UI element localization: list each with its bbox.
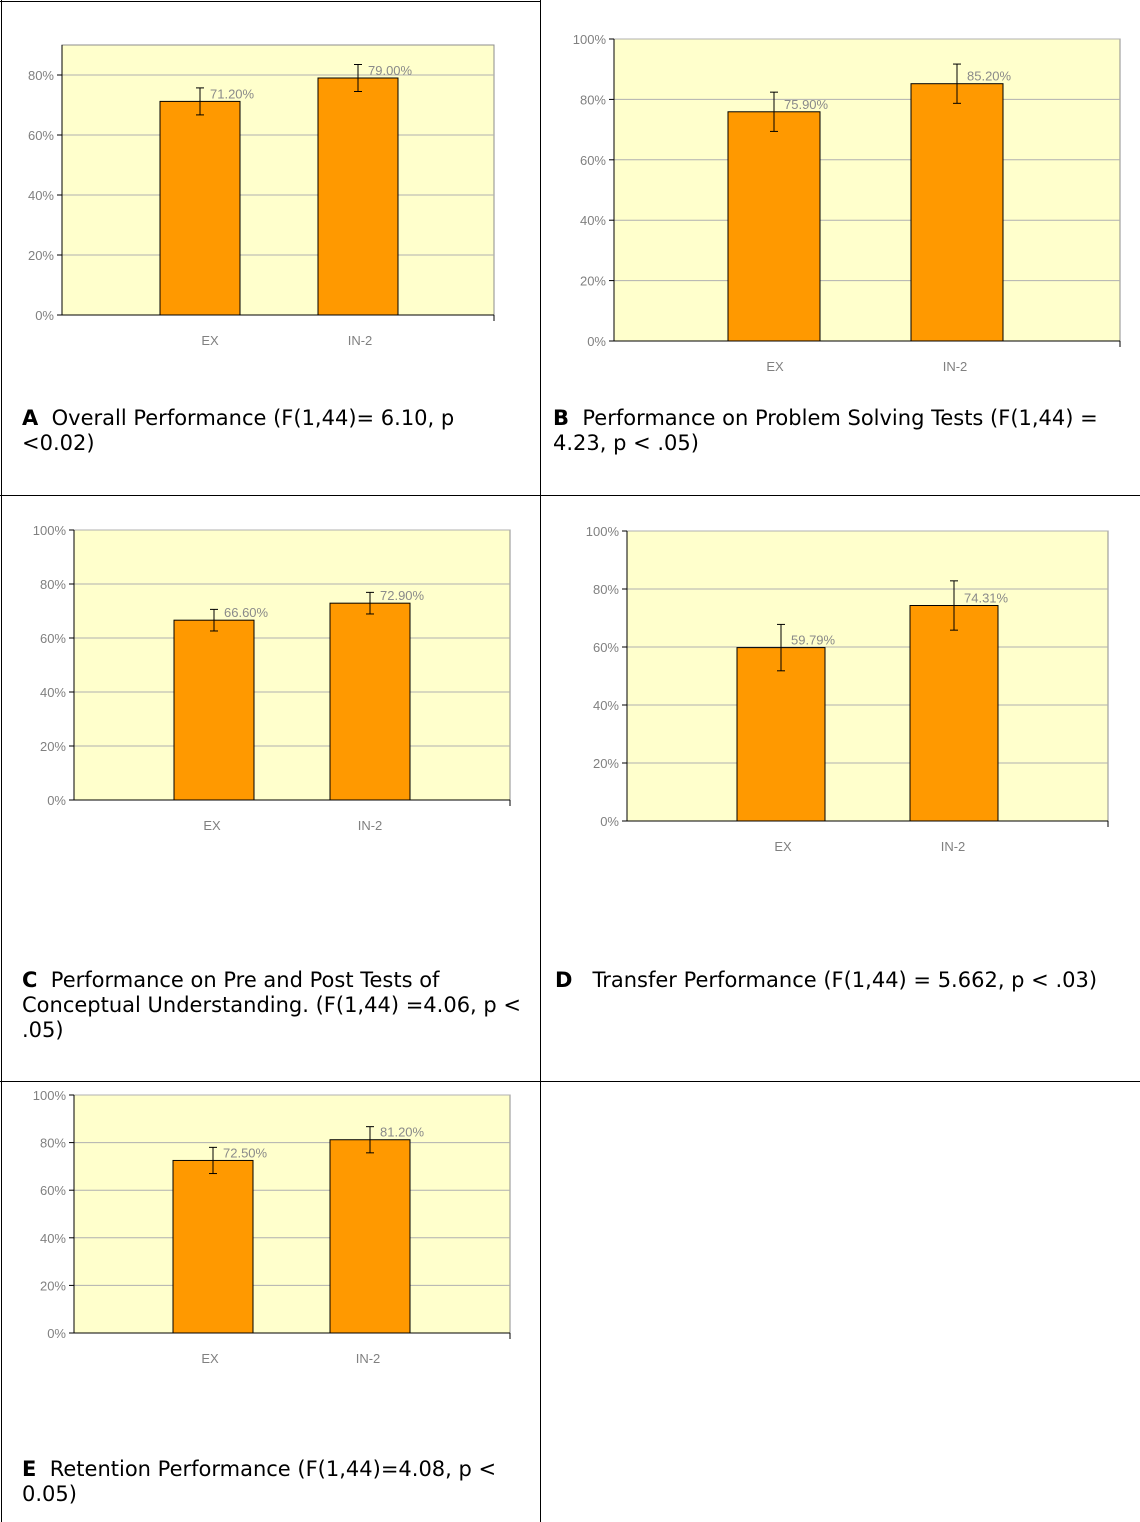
chart-c-bar-in-2 — [329, 602, 411, 801]
chart-c-ytick-label: 40% — [40, 685, 66, 700]
chart-d-plot-area — [626, 530, 1109, 822]
chart-e-ytick-label: 0% — [47, 1326, 66, 1341]
chart-b-ytick-label: 0% — [587, 334, 606, 349]
chart-a-bar-in-2 — [317, 77, 399, 316]
chart-c-ytick-label: 100% — [33, 523, 67, 538]
chart-c-data-label: 66.60% — [224, 605, 269, 620]
chart-e-data-label: 81.20% — [380, 1125, 425, 1140]
caption-e: E Retention Performance (F(1,44)=4.08, p… — [22, 1457, 522, 1507]
chart-b-ytick-label: 80% — [580, 92, 606, 107]
chart-d-category-label: EX — [774, 839, 792, 854]
chart-c-ytick-label: 20% — [40, 739, 66, 754]
caption-c: C Performance on Pre and Post Tests of C… — [22, 968, 522, 1043]
chart-a-ytick-label: 20% — [28, 248, 54, 263]
caption-b-text: Performance on Problem Solving Tests (F(… — [553, 406, 1098, 455]
chart-e: 0% 20% 40% 60% 80% 100% 72.50% EX 81.20% IN-2 — [33, 1088, 511, 1366]
chart-e-ytick-label: 20% — [40, 1278, 66, 1293]
chart-b: 0% 20% 40% 60% 80% 100% 75.90% EX 85.20% IN-2 — [573, 32, 1121, 374]
chart-e-category-label: EX — [201, 1351, 219, 1366]
chart-b-bar-in-2 — [910, 83, 1004, 342]
chart-d-bar-ex — [736, 647, 826, 822]
chart-a-ytick-label: 80% — [28, 68, 54, 83]
chart-a-category-label: EX — [201, 333, 219, 348]
chart-c-ytick-label: 80% — [40, 577, 66, 592]
chart-a-data-label: 79.00% — [368, 63, 413, 78]
chart-d-ytick-label: 60% — [593, 640, 619, 655]
chart-b-ytick-label: 20% — [580, 274, 606, 289]
chart-c: 0% 20% 40% 60% 80% 100% 66.60% EX 72.90% IN-2 — [33, 523, 511, 833]
caption-a-letter: A — [22, 406, 39, 430]
chart-e-data-label: 72.50% — [223, 1145, 268, 1160]
table-row-divider-1 — [0, 495, 1140, 496]
chart-b-ytick-label: 100% — [573, 32, 607, 47]
table-row-divider-2 — [0, 1081, 1140, 1082]
chart-b-data-label: 85.20% — [967, 69, 1012, 84]
chart-e-plot-area — [73, 1094, 511, 1334]
caption-e-letter: E — [22, 1457, 37, 1481]
chart-d-ytick-label: 80% — [593, 582, 619, 597]
chart-e-ytick-label: 100% — [33, 1088, 67, 1103]
table-border-top — [0, 1, 541, 2]
table-divider-middle — [540, 0, 541, 1522]
chart-b-ytick-label: 40% — [580, 213, 606, 228]
chart-d-ytick-label: 40% — [593, 698, 619, 713]
chart-d-data-label: 74.31% — [964, 591, 1009, 606]
chart-a-category-label: IN-2 — [348, 333, 373, 348]
chart-c-plot-area — [73, 529, 511, 801]
chart-a: 0% 20% 40% 60% 80% 71.20% EX 79.00% IN-2 — [28, 44, 495, 348]
chart-c-category-label: EX — [203, 818, 221, 833]
chart-c-bar-ex — [173, 619, 255, 801]
chart-b-data-label: 75.90% — [784, 97, 829, 112]
caption-b-letter: B — [553, 406, 570, 430]
chart-b-category-label: EX — [766, 359, 784, 374]
chart-d: 0% 20% 40% 60% 80% 100% 59.79% EX 74.31% IN-2 — [586, 524, 1109, 854]
chart-a-data-label: 71.20% — [210, 86, 255, 101]
caption-c-text: Performance on Pre and Post Tests of Con… — [22, 968, 522, 1042]
chart-a-ytick-label: 0% — [35, 308, 54, 323]
chart-a-ytick-label: 60% — [28, 128, 54, 143]
chart-b-plot-area — [613, 38, 1121, 342]
chart-c-category-label: IN-2 — [358, 818, 383, 833]
table-border-left — [1, 0, 2, 1522]
chart-b-ytick-label: 60% — [580, 153, 606, 168]
chart-d-ytick-label: 20% — [593, 756, 619, 771]
chart-e-bar-ex — [172, 1159, 254, 1334]
chart-e-category-label: IN-2 — [356, 1351, 381, 1366]
caption-b: B Performance on Problem Solving Tests (… — [553, 406, 1133, 456]
caption-d-letter: D — [555, 968, 573, 992]
chart-d-ytick-label: 0% — [600, 814, 619, 829]
caption-a: A Overall Performance (F(1,44)= 6.10, p … — [22, 406, 492, 456]
chart-e-ytick-label: 80% — [40, 1136, 66, 1151]
chart-a-ytick-label: 40% — [28, 188, 54, 203]
chart-a-plot-area — [61, 44, 495, 316]
caption-d-text: Transfer Performance (F(1,44) = 5.662, p… — [592, 968, 1098, 992]
chart-b-category-label: IN-2 — [943, 359, 968, 374]
caption-e-text: Retention Performance (F(1,44)=4.08, p <… — [22, 1457, 497, 1506]
chart-a-bar-ex — [159, 100, 241, 316]
chart-c-ytick-label: 60% — [40, 631, 66, 646]
chart-e-ytick-label: 40% — [40, 1231, 66, 1246]
chart-d-bar-in-2 — [909, 605, 999, 822]
chart-e-ytick-label: 60% — [40, 1183, 66, 1198]
caption-a-text: Overall Performance (F(1,44)= 6.10, p <0… — [22, 406, 455, 455]
caption-d: D Transfer Performance (F(1,44) = 5.662,… — [555, 968, 1140, 993]
chart-c-data-label: 72.90% — [380, 588, 425, 603]
chart-e-bar-in-2 — [329, 1139, 411, 1334]
chart-c-ytick-label: 0% — [47, 793, 66, 808]
caption-c-letter: C — [22, 968, 38, 992]
chart-d-data-label: 59.79% — [791, 633, 836, 648]
chart-d-category-label: IN-2 — [941, 839, 966, 854]
chart-d-ytick-label: 100% — [586, 524, 620, 539]
